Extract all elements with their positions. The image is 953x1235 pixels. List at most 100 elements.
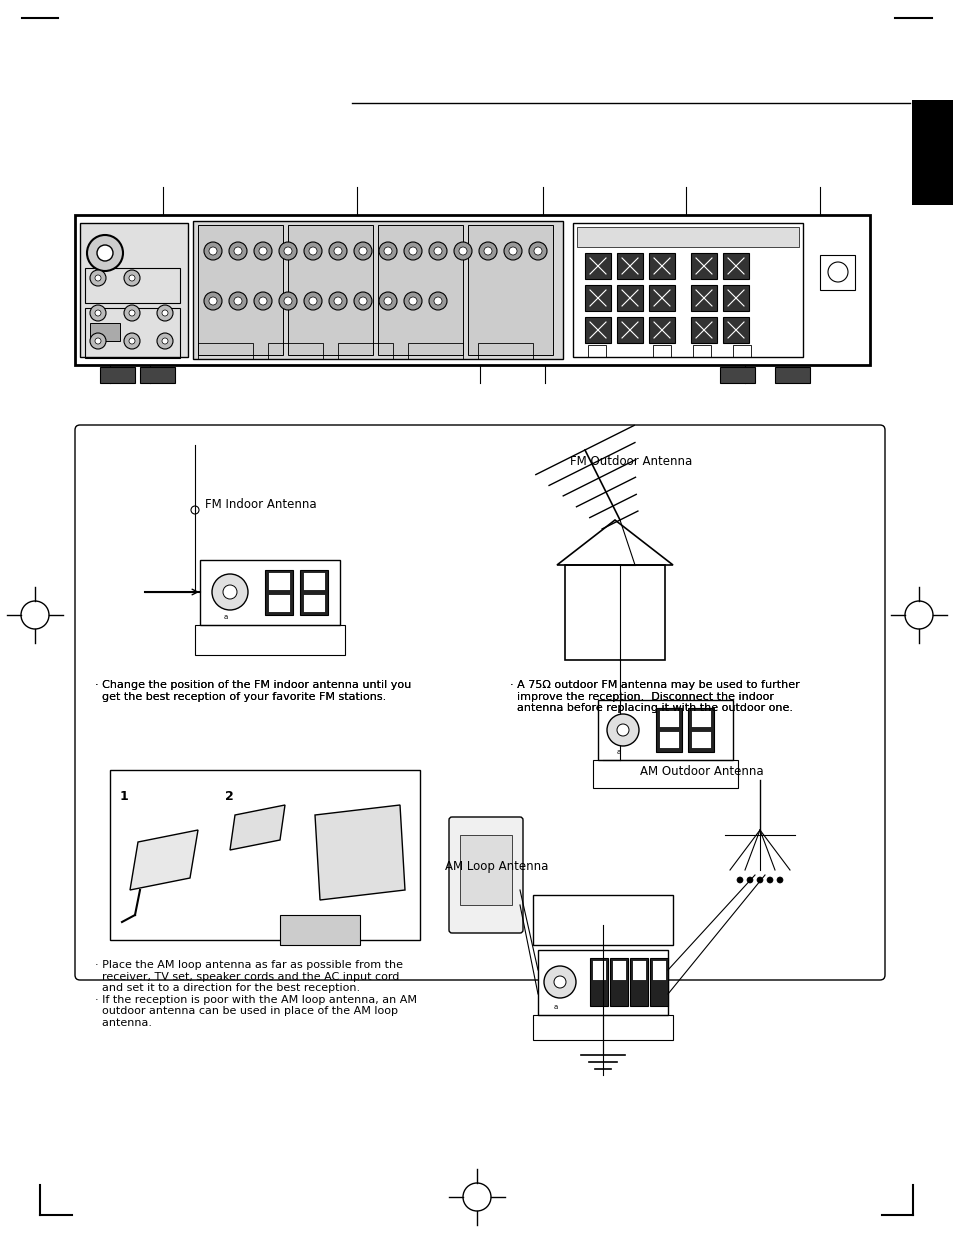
Circle shape xyxy=(233,296,242,305)
Bar xyxy=(564,564,664,659)
Circle shape xyxy=(478,242,497,261)
Bar xyxy=(609,958,627,1007)
Bar xyxy=(377,225,462,354)
Circle shape xyxy=(766,877,772,883)
Bar xyxy=(593,760,738,788)
Bar xyxy=(280,915,359,945)
Circle shape xyxy=(409,296,416,305)
Bar xyxy=(80,224,188,357)
Circle shape xyxy=(309,247,316,254)
Circle shape xyxy=(434,296,441,305)
Bar xyxy=(690,253,717,279)
Circle shape xyxy=(409,247,416,254)
Text: a: a xyxy=(554,1004,558,1010)
Circle shape xyxy=(403,242,421,261)
Circle shape xyxy=(124,333,140,350)
Circle shape xyxy=(304,291,322,310)
Bar xyxy=(90,324,120,341)
Bar xyxy=(193,221,562,359)
Circle shape xyxy=(157,305,172,321)
Text: FM Outdoor Antenna: FM Outdoor Antenna xyxy=(569,454,692,468)
Bar xyxy=(577,227,799,247)
Circle shape xyxy=(384,296,392,305)
Circle shape xyxy=(229,291,247,310)
Circle shape xyxy=(543,966,576,998)
Bar xyxy=(617,317,642,343)
Circle shape xyxy=(258,247,267,254)
Circle shape xyxy=(87,235,123,270)
Polygon shape xyxy=(230,805,285,850)
Bar xyxy=(140,367,174,383)
Bar xyxy=(198,343,253,359)
Polygon shape xyxy=(314,805,405,900)
Circle shape xyxy=(204,242,222,261)
Circle shape xyxy=(258,296,267,305)
Circle shape xyxy=(229,242,247,261)
Circle shape xyxy=(458,247,467,254)
Circle shape xyxy=(253,291,272,310)
Circle shape xyxy=(278,291,296,310)
Bar xyxy=(820,254,854,290)
Bar xyxy=(459,835,512,905)
Bar xyxy=(299,571,328,615)
Circle shape xyxy=(378,291,396,310)
Circle shape xyxy=(737,877,742,883)
Bar xyxy=(75,215,869,366)
Circle shape xyxy=(209,296,216,305)
Bar xyxy=(587,345,605,357)
Bar xyxy=(592,960,605,981)
Bar xyxy=(690,710,710,727)
Text: AM Loop Antenna: AM Loop Antenna xyxy=(444,860,548,873)
Bar xyxy=(648,285,675,311)
Circle shape xyxy=(129,338,135,345)
Bar xyxy=(659,710,679,727)
Bar xyxy=(690,317,717,343)
Circle shape xyxy=(162,338,168,345)
Circle shape xyxy=(284,296,292,305)
Bar xyxy=(629,958,647,1007)
Bar xyxy=(573,224,802,357)
Circle shape xyxy=(90,305,106,321)
Bar xyxy=(268,572,290,590)
Bar xyxy=(303,572,325,590)
Circle shape xyxy=(284,247,292,254)
FancyBboxPatch shape xyxy=(449,818,522,932)
Bar xyxy=(268,594,290,613)
Circle shape xyxy=(509,247,517,254)
Bar xyxy=(303,594,325,613)
Bar xyxy=(690,285,717,311)
Bar xyxy=(648,317,675,343)
Bar xyxy=(651,960,665,981)
Bar xyxy=(85,268,180,303)
Bar xyxy=(584,285,610,311)
Bar xyxy=(198,225,283,354)
Bar xyxy=(652,345,670,357)
Bar xyxy=(537,950,667,1015)
Circle shape xyxy=(162,310,168,316)
Bar xyxy=(200,559,339,625)
Bar xyxy=(265,571,293,615)
Circle shape xyxy=(95,338,101,345)
Text: · Place the AM loop antenna as far as possible from the
  receiver, TV set, spea: · Place the AM loop antenna as far as po… xyxy=(95,960,416,1028)
Circle shape xyxy=(776,877,782,883)
Circle shape xyxy=(384,247,392,254)
Bar xyxy=(584,253,610,279)
Circle shape xyxy=(329,242,347,261)
Bar xyxy=(692,345,710,357)
Circle shape xyxy=(354,291,372,310)
Text: a: a xyxy=(224,614,228,620)
Circle shape xyxy=(95,275,101,282)
Bar xyxy=(722,317,748,343)
Circle shape xyxy=(278,242,296,261)
Circle shape xyxy=(124,270,140,287)
Bar xyxy=(687,708,713,752)
Bar xyxy=(656,708,681,752)
Bar xyxy=(477,343,533,359)
Bar xyxy=(720,367,754,383)
Circle shape xyxy=(378,242,396,261)
Bar xyxy=(598,700,732,760)
Circle shape xyxy=(157,333,172,350)
Polygon shape xyxy=(130,830,198,890)
Circle shape xyxy=(209,247,216,254)
Circle shape xyxy=(606,714,639,746)
